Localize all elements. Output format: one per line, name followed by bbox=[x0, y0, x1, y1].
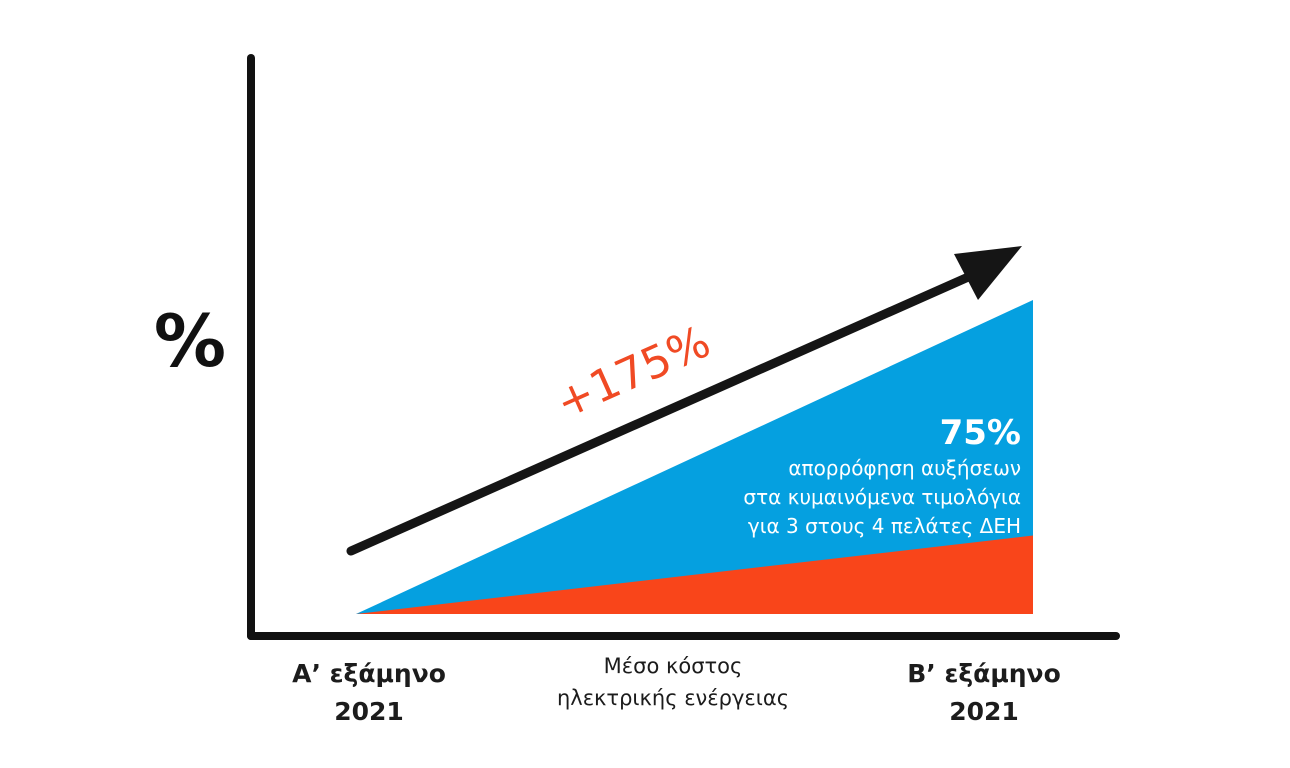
x-label-end-line-2: 2021 bbox=[949, 697, 1019, 726]
chart-areas bbox=[356, 300, 1033, 614]
share-line-3: για 3 στους 4 πελάτες ΔΕΗ bbox=[748, 514, 1021, 538]
x-label-middle-line-1: Μέσο κόστος bbox=[604, 654, 743, 678]
share-line-2: στα κυμαινόμενα τιμολόγια bbox=[743, 485, 1021, 509]
growth-arrow bbox=[346, 246, 1022, 556]
x-label-middle-line-2: ηλεκτρικής ενέργειας bbox=[557, 686, 789, 710]
growth-arrow-shaft bbox=[346, 269, 980, 556]
x-label-start-line-1: Α’ εξάμηνο bbox=[292, 659, 446, 688]
x-axis-labels: Α’ εξάμηνο 2021 Μέσο κόστος ηλεκτρικής ε… bbox=[292, 654, 1061, 726]
area-series-1 bbox=[356, 300, 1033, 614]
growth-annotation: +175% bbox=[548, 316, 717, 429]
growth-arrow-head bbox=[954, 246, 1022, 300]
y-axis-label: % bbox=[154, 299, 226, 383]
area-series-2 bbox=[356, 535, 1033, 614]
x-label-end-line-1: Β’ εξάμηνο bbox=[907, 659, 1061, 688]
share-line-1: απορρόφηση αυξήσεων bbox=[788, 456, 1021, 480]
x-label-start-line-2: 2021 bbox=[334, 697, 404, 726]
share-value: 75% bbox=[940, 413, 1021, 453]
share-annotation: 75% απορρόφηση αυξήσεων στα κυμαινόμενα … bbox=[743, 413, 1021, 538]
